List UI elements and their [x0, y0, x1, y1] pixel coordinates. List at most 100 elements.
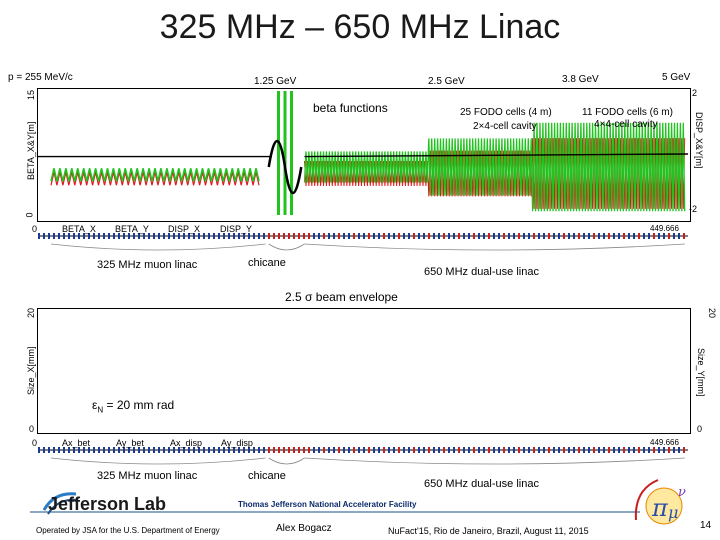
section-muon-label-top: 325 MHz muon linac [97, 259, 198, 271]
lattice-element-bottom [413, 447, 415, 453]
lattice-element-top [658, 233, 660, 239]
lattice-element-bottom [558, 447, 560, 453]
lattice-element-top [383, 233, 385, 239]
lattice-element-bottom [283, 447, 285, 453]
lattice-element-top [443, 233, 445, 239]
lattice-element-top [588, 233, 590, 239]
lattice-element-bottom [458, 447, 460, 453]
lattice-element-top [158, 233, 160, 239]
lattice-element-bottom [263, 447, 265, 453]
legend-beta-y: BETA_Y [115, 224, 149, 234]
lattice-element-bottom [418, 447, 420, 453]
lattice-element-bottom [288, 447, 290, 453]
lattice-element-top [428, 233, 430, 239]
lattice-element-bottom [228, 447, 230, 453]
lattice-element-top [648, 233, 650, 239]
lattice-element-bottom [428, 447, 430, 453]
lattice-element-bottom [113, 447, 115, 453]
lattice-element-top [533, 233, 535, 239]
lattice-element-bottom [133, 447, 135, 453]
lattice-element-bottom [268, 447, 270, 453]
lattice-element-bottom [523, 447, 525, 453]
lattice-element-top [208, 233, 210, 239]
chicane-dispersion-bump [267, 140, 303, 194]
lattice-element-top [393, 233, 395, 239]
lattice-element-bottom [78, 447, 80, 453]
lattice-element-bottom [183, 447, 185, 453]
jefferson-lab-logo: Jefferson Lab [40, 488, 166, 518]
lattice-element-bottom [318, 447, 320, 453]
lattice-element-top [628, 233, 630, 239]
disp-top-tick: 2 [692, 88, 698, 98]
lattice-element-top [508, 233, 510, 239]
lattice-element-top [473, 233, 475, 239]
lattice-element-bottom [618, 447, 620, 453]
lattice-element-top [638, 233, 640, 239]
lattice-element-top [513, 233, 515, 239]
lattice-element-bottom [223, 447, 225, 453]
lattice-element-top [243, 233, 245, 239]
lattice-element-bottom [553, 447, 555, 453]
lattice-element-top [73, 233, 75, 239]
lattice-element-top [583, 233, 585, 239]
lattice-element-top [343, 233, 345, 239]
lattice-element-top [333, 233, 335, 239]
lattice-element-top [173, 233, 175, 239]
lattice-element-top [578, 233, 580, 239]
energy-label-3: 3.8 GeV [562, 74, 599, 85]
lattice-element-bottom [153, 447, 155, 453]
lattice-element-top [673, 233, 675, 239]
lattice-element-top [528, 233, 530, 239]
epsilon-symbol: ε [92, 398, 98, 412]
lattice-element-bottom [443, 447, 445, 453]
lattice-element-top [653, 233, 655, 239]
envelope-x-origin-tick: 0 [32, 438, 38, 448]
lattice-element-top [498, 233, 500, 239]
envelope-title: 2.5 σ beam envelope [285, 290, 398, 304]
lattice-element-bottom [373, 447, 375, 453]
lattice-element-bottom [158, 447, 160, 453]
lattice-element-top [368, 233, 370, 239]
facility-name: Thomas Jefferson National Accelerator Fa… [238, 500, 417, 509]
lattice-element-bottom [423, 447, 425, 453]
section-muon-label-bottom: 325 MHz muon linac [97, 470, 198, 482]
lattice-element-top [288, 233, 290, 239]
lattice-element-top [423, 233, 425, 239]
size-x-bottom-tick: 0 [29, 424, 35, 434]
lattice-element-top [193, 233, 195, 239]
lattice-element-bottom [343, 447, 345, 453]
lattice-element-bottom [123, 447, 125, 453]
lattice-element-bottom [598, 447, 600, 453]
author-name: Alex Bogacz [276, 523, 332, 534]
lattice-element-top [613, 233, 615, 239]
lattice-element-bottom [628, 447, 630, 453]
legend-beta-x: BETA_X [62, 224, 96, 234]
lattice-element-top [133, 233, 135, 239]
lattice-element-bottom [63, 447, 65, 453]
lattice-element-bottom [218, 447, 220, 453]
jlab-wordmark: Jefferson Lab [48, 494, 167, 514]
lattice-element-bottom [638, 447, 640, 453]
section-brace-top-muon [50, 243, 266, 251]
lattice-element-bottom [208, 447, 210, 453]
lattice-element-bottom [403, 447, 405, 453]
conference-text: NuFact'15, Rio de Janeiro, Brazil, Augus… [388, 526, 589, 536]
lattice-element-top [163, 233, 165, 239]
lattice-element-top [88, 233, 90, 239]
lattice-element-bottom [488, 447, 490, 453]
lattice-element-top [663, 233, 665, 239]
page-number: 14 [700, 520, 712, 531]
lattice-element-top [303, 233, 305, 239]
lattice-element-top [43, 233, 45, 239]
lattice-element-bottom [548, 447, 550, 453]
size-y-bottom-tick: 0 [697, 424, 703, 434]
lattice-element-top [63, 233, 65, 239]
legend-ax-disp: Ax_disp [170, 438, 203, 448]
svg-text:ν: ν [678, 485, 686, 500]
lattice-element-top [398, 233, 400, 239]
lattice-element-top [403, 233, 405, 239]
lattice-element-bottom [143, 447, 145, 453]
lattice-element-bottom [323, 447, 325, 453]
lattice-element-top [168, 233, 170, 239]
lattice-element-bottom [328, 447, 330, 453]
